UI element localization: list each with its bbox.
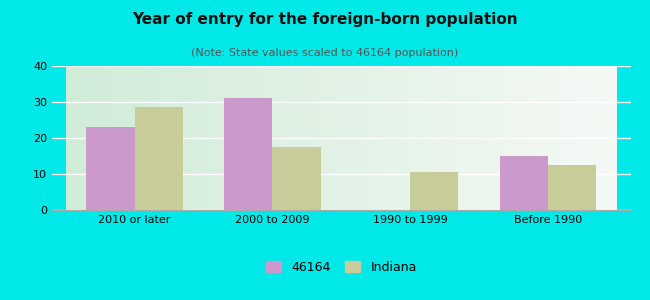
Bar xyxy=(500,156,548,210)
Bar xyxy=(272,147,320,210)
Bar xyxy=(135,107,183,210)
Bar xyxy=(86,127,135,210)
Legend: 46164, Indiana: 46164, Indiana xyxy=(261,256,422,279)
Text: (Note: State values scaled to 46164 population): (Note: State values scaled to 46164 popu… xyxy=(191,48,459,58)
Text: Year of entry for the foreign-born population: Year of entry for the foreign-born popul… xyxy=(132,12,518,27)
Bar xyxy=(548,165,596,210)
Bar xyxy=(224,98,272,210)
Bar xyxy=(410,172,458,210)
